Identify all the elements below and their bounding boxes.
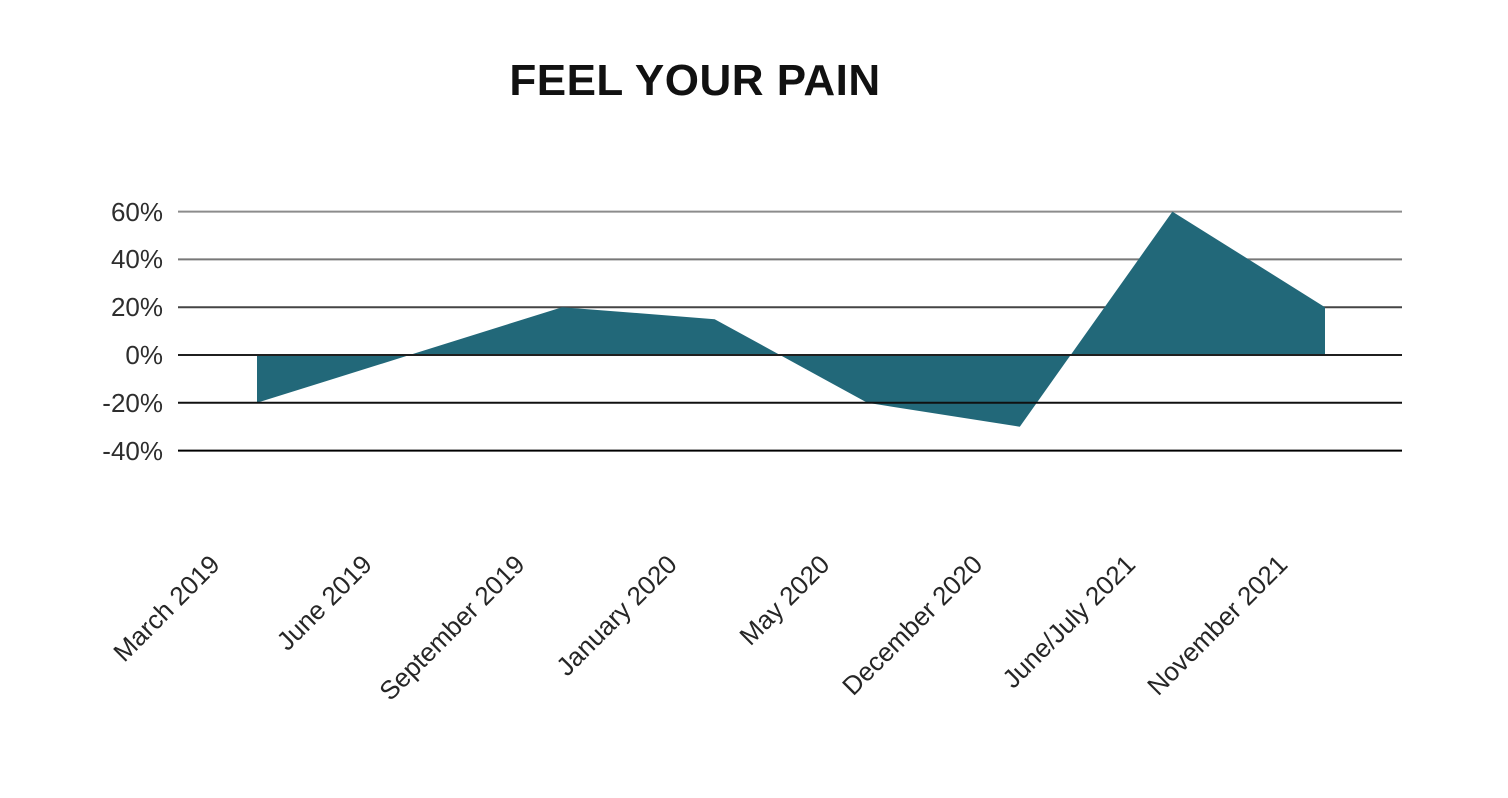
x-axis-label: June 2019 <box>270 549 378 657</box>
plot-area <box>178 210 1402 452</box>
x-axis-label: May 2020 <box>733 549 836 651</box>
x-axis-label: September 2019 <box>373 549 531 707</box>
y-axis-label: 40% <box>110 244 163 275</box>
x-axis-label: June/July 2021 <box>995 549 1141 694</box>
x-axis-label: March 2019 <box>106 549 226 668</box>
area-series <box>257 211 1325 427</box>
x-axis-label: November 2021 <box>1141 549 1294 702</box>
y-axis-label: 60% <box>110 196 163 227</box>
x-axis-label: January 2020 <box>550 549 683 682</box>
y-axis-label: -20% <box>102 387 163 418</box>
gridlines-lower <box>178 354 1402 452</box>
x-axis-label: December 2020 <box>836 549 989 702</box>
y-axis-label: 0% <box>125 340 163 370</box>
chart-title: FEEL YOUR PAIN <box>509 56 881 105</box>
y-axis-label: 20% <box>110 292 163 323</box>
y-axis-label: -40% <box>102 435 163 466</box>
